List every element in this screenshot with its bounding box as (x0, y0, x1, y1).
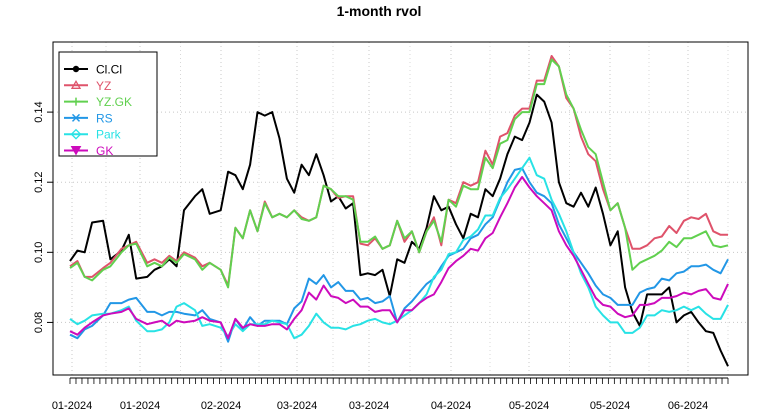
legend-diamond-marker (70, 128, 82, 140)
legend-label: YZ.GK (96, 95, 132, 109)
legend-plus-marker (72, 97, 80, 106)
x-tick-label: 04-2024 (431, 400, 471, 412)
y-tick-label: 0.08 (33, 312, 45, 333)
legend-label: YZ (96, 79, 111, 93)
legend-label: Park (96, 128, 122, 142)
x-tick-label: 01-2024 (120, 400, 160, 412)
y-axis: 0.08 0.10 0.12 0.14 (33, 101, 54, 333)
legend-label: Cl.Cl (96, 63, 122, 77)
x-tick-label: 03-2024 (349, 400, 389, 412)
x-tick-label: 05-2024 (590, 400, 630, 412)
legend-triangle-marker (70, 79, 82, 89)
x-tick-label: 05-2024 (509, 400, 549, 412)
legend: Cl.Cl YZ YZ.GK RS Park GK (58, 51, 158, 158)
legend-circle-marker (72, 65, 80, 73)
x-tick-label: 02-2024 (201, 400, 241, 412)
x-axis: 01-2024 01-2024 02-2024 03-2024 03-2024 04-20… (52, 377, 729, 412)
x-tick-label: 06-2024 (668, 400, 708, 412)
legend-triangle-down-marker (70, 146, 82, 156)
series-line-park (69, 156, 729, 340)
legend-label: RS (96, 111, 113, 125)
y-tick-label: 0.12 (33, 171, 45, 192)
chart-title: 1-month rvol (337, 3, 422, 19)
legend-x-marker (71, 113, 81, 122)
x-tick-label: 01-2024 (52, 400, 92, 412)
series-line-gk (69, 176, 729, 340)
series-line-yz-gk (69, 58, 729, 289)
series-lines (69, 55, 729, 367)
series-line-cl-cl (69, 93, 729, 367)
x-tick-label: 03-2024 (277, 400, 317, 412)
legend-label: GK (96, 144, 113, 158)
y-tick-label: 0.10 (33, 242, 45, 263)
y-tick-label: 0.14 (33, 101, 45, 122)
series-line-rs (69, 167, 729, 343)
